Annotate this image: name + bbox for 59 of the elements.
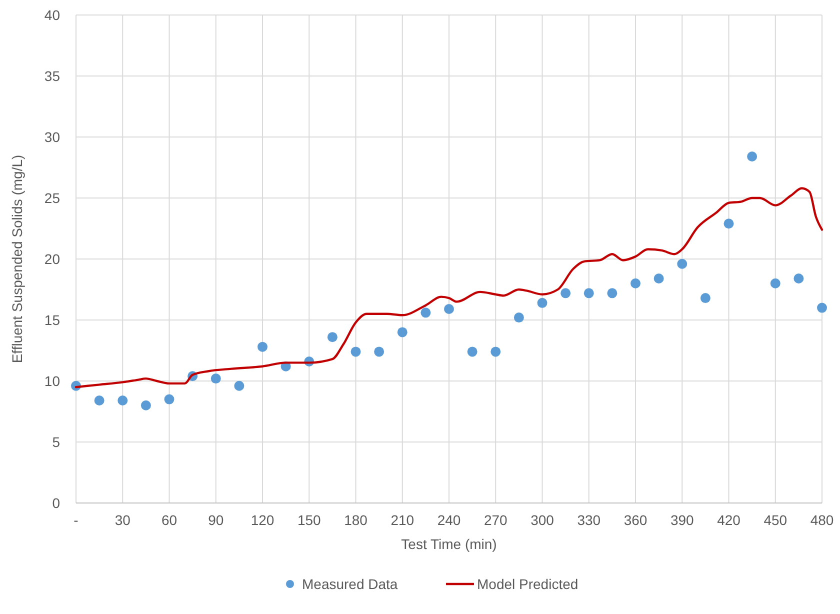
point (467, 346, 478, 357)
x-tick-label: 390 (670, 512, 694, 528)
point (140, 400, 151, 410)
x-tick-label: 450 (764, 512, 788, 528)
y-tick-label: 35 (44, 68, 60, 84)
legend-label: Measured Data (302, 576, 398, 592)
point (560, 288, 571, 298)
x-tick-label: - (74, 512, 79, 528)
x-tick-label: 240 (437, 512, 461, 528)
y-tick-label: 0 (52, 495, 60, 511)
point (584, 288, 594, 298)
point (654, 274, 664, 284)
point (630, 278, 640, 288)
point (537, 298, 548, 308)
point (770, 278, 780, 288)
y-tick-label: 25 (44, 190, 60, 206)
x-tick-label: 90 (208, 512, 224, 528)
x-tick-label: 180 (344, 512, 368, 528)
y-tick-label: 40 (44, 7, 60, 23)
point (397, 327, 408, 338)
x-tick-label: 120 (250, 512, 274, 528)
x-tick-label: 60 (161, 512, 178, 528)
point (724, 218, 734, 229)
point (118, 396, 128, 406)
x-tick-label: 330 (577, 512, 601, 528)
point (700, 293, 710, 304)
point (164, 394, 174, 404)
legend-label: Model Predicted (477, 576, 578, 592)
x-tick-label: 360 (624, 512, 648, 528)
point (747, 152, 758, 162)
y-tick-label: 30 (44, 129, 60, 145)
point (607, 288, 618, 298)
point (234, 380, 244, 391)
point (817, 302, 827, 313)
y-tick-label: 10 (44, 373, 60, 389)
x-tick-label: 480 (810, 512, 834, 528)
point (794, 274, 804, 284)
x-tick-label: 300 (530, 512, 554, 528)
y-tick-label: 20 (44, 251, 60, 267)
point (677, 258, 688, 269)
point (444, 304, 454, 314)
x-axis-title: Test Time (min) (401, 536, 497, 552)
y-tick-label: 15 (44, 312, 60, 328)
point (490, 346, 501, 357)
point (94, 396, 104, 406)
point (374, 346, 384, 357)
x-tick-label: 30 (114, 512, 131, 528)
x-tick-label: 150 (297, 512, 322, 528)
point (514, 312, 524, 323)
point (327, 332, 338, 342)
y-tick-label: 5 (52, 434, 60, 450)
x-tick-label: 420 (717, 512, 741, 528)
y-axis-title: Effluent Suspended Solids (mg/L) (9, 154, 25, 364)
x-tick-label: 210 (390, 512, 414, 528)
point (420, 308, 431, 318)
point (258, 342, 268, 352)
point (210, 374, 221, 384)
point (350, 346, 361, 357)
x-tick-label: 270 (484, 512, 508, 528)
